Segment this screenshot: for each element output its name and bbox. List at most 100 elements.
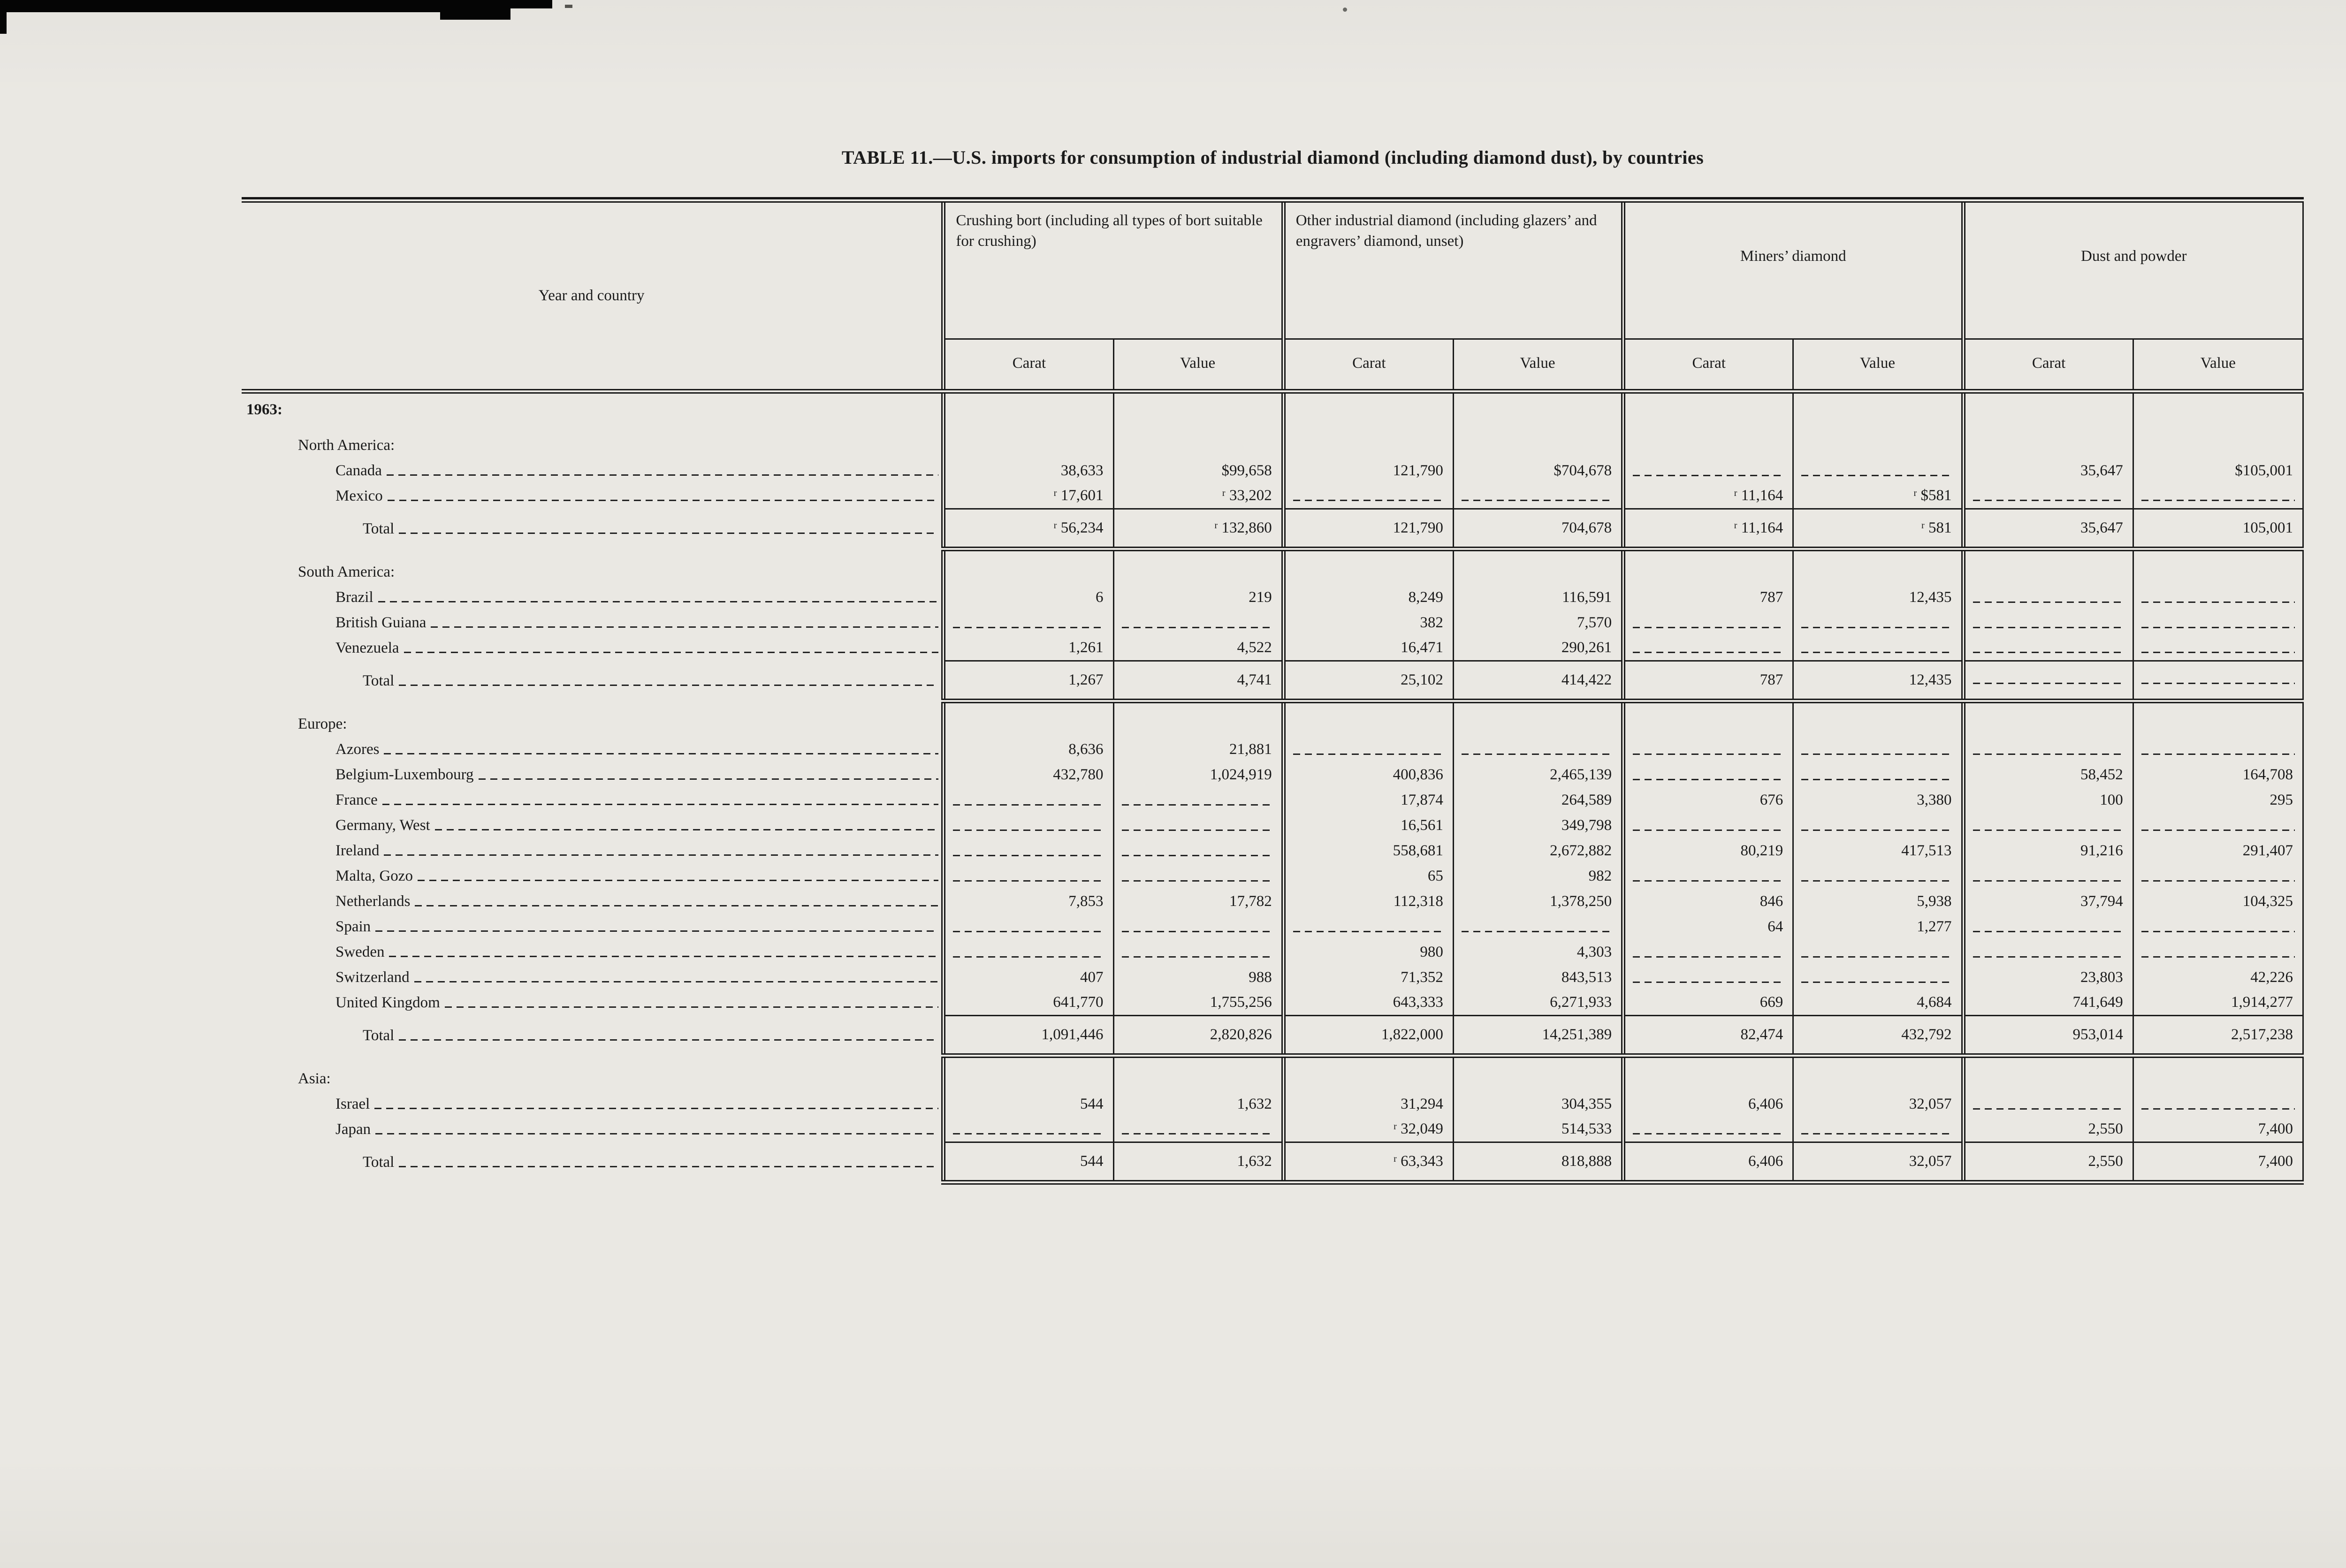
data-cell: 31,294 [1281,1091,1454,1117]
data-cell: 4,741 [1112,660,1284,703]
dashed-leader [399,1039,939,1041]
scan-speck [565,5,572,8]
data-cell: 953,014 [1961,1014,2133,1058]
empty-cell-dashes [1121,804,1274,806]
data-cell: 2,517,238 [2132,1014,2304,1058]
data-cell [1621,610,1793,635]
data-cell [1112,1056,1284,1091]
cell-value: 105,001 [2242,519,2293,536]
cell-value: 676 [1760,792,1783,808]
table-row-country: Malta, Gozo 65 982 [242,863,2304,889]
empty-cell-dashes [1121,855,1274,856]
data-cell: 5,938 [1792,889,1963,914]
empty-cell-dashes [953,855,1105,856]
cell-value: 8,249 [1408,589,1443,606]
data-cell: 407 [941,965,1114,990]
empty-cell-dashes [1973,931,2125,932]
data-cell: 58,452 [1961,762,2133,787]
cell-value: 17,874 [1401,792,1443,808]
data-cell: 1,822,000 [1281,1014,1454,1058]
table-row-country: Japan ʳ 32,049 514,533 2,550 7,400 [242,1117,2304,1142]
empty-cell-dashes [1973,956,2125,958]
data-cell [941,422,1114,458]
empty-cell-dashes [1973,601,2125,603]
row-label-cell: Mexico [242,483,944,509]
cell-value: 291,407 [2242,842,2293,859]
empty-cell-dashes [953,1133,1105,1134]
table-row-country: Belgium-Luxembourg 432,780 1,024,919 400,83… [242,762,2304,787]
data-cell [1621,939,1793,965]
data-cell: $99,658 [1112,458,1284,483]
data-cell: 514,533 [1452,1117,1623,1142]
data-cell: 6 [941,585,1114,610]
cell-value: 704,678 [1561,519,1612,536]
data-cell: 400,836 [1281,762,1454,787]
data-cell: 4,684 [1792,990,1963,1015]
data-cell: 2,672,882 [1452,838,1623,863]
row-label-cell: Europe: [242,701,944,737]
row-label-cell: British Guiana [242,610,944,635]
row-label-cell: Venezuela [242,635,944,661]
empty-cell-dashes [1461,499,1614,501]
data-cell: ʳ 581 [1792,508,1963,551]
cell-value: 1,024,919 [1210,766,1272,783]
data-cell: 8,636 [941,737,1114,762]
cell-value: 17,782 [1229,893,1272,910]
value-column-header: Value [1112,339,1284,394]
data-cell [1961,585,2133,610]
data-cell [1961,610,2133,635]
country-label: United Kingdom [335,994,440,1011]
total-label: Total [363,1027,395,1044]
table-row-country: Germany, West 16,561 349,798 [242,813,2304,838]
data-cell: 2,465,139 [1452,762,1623,787]
scan-artifact-top-bar [0,0,446,12]
cell-value: 37,794 [2080,893,2123,910]
cell-value: 64 [1767,918,1783,935]
cell-value: 25,102 [1401,671,1443,688]
data-cell [1792,1117,1963,1142]
cell-value: 988 [1249,969,1272,986]
empty-cell-dashes [2141,1108,2295,1110]
cell-value: 414,422 [1561,671,1612,688]
cell-value: 669 [1760,993,1783,1011]
group-header-text: Dust and powder [2081,248,2187,265]
cell-value: $105,001 [2235,462,2293,479]
cell-value: 417,513 [1901,842,1952,859]
empty-cell-dashes [1973,830,2125,831]
cell-value: 514,533 [1561,1120,1612,1137]
data-cell: 980 [1281,939,1454,965]
group-header-dust-powder: Dust and powder [1961,203,2304,340]
data-cell [1452,737,1623,762]
data-cell [1621,813,1793,838]
data-cell [1281,914,1454,939]
cell-value: 4,303 [1577,944,1612,960]
table-row-section: North America: [242,422,2304,458]
cell-value: 2,550 [2088,1152,2123,1170]
data-cell: 1,632 [1112,1091,1284,1117]
country-label: Switzerland [335,969,410,986]
cell-value: 1,755,256 [1210,993,1272,1011]
data-cell: 787 [1621,585,1793,610]
data-cell [1792,422,1963,458]
dashed-leader [478,778,939,780]
data-cell [1621,391,1793,422]
cell-value: 7,853 [1068,893,1104,910]
dashed-leader [382,804,939,805]
empty-cell-dashes [2141,683,2295,684]
row-label-cell: Total [242,509,944,549]
row-label-cell: Switzerland [242,965,944,990]
data-cell [1792,549,1963,585]
data-cell: 35,647 [1961,508,2133,551]
empty-cell-dashes [1633,627,1785,628]
cell-value: 16,471 [1401,639,1443,656]
cell-value: 818,888 [1561,1152,1612,1170]
country-label: Venezuela [335,639,399,656]
country-label: Israel [335,1096,370,1112]
data-cell [941,787,1114,813]
empty-cell-dashes [953,931,1105,932]
data-cell [1621,965,1793,990]
data-cell [1281,483,1454,509]
empty-cell-dashes [1293,931,1445,932]
data-cell [1452,1056,1623,1091]
